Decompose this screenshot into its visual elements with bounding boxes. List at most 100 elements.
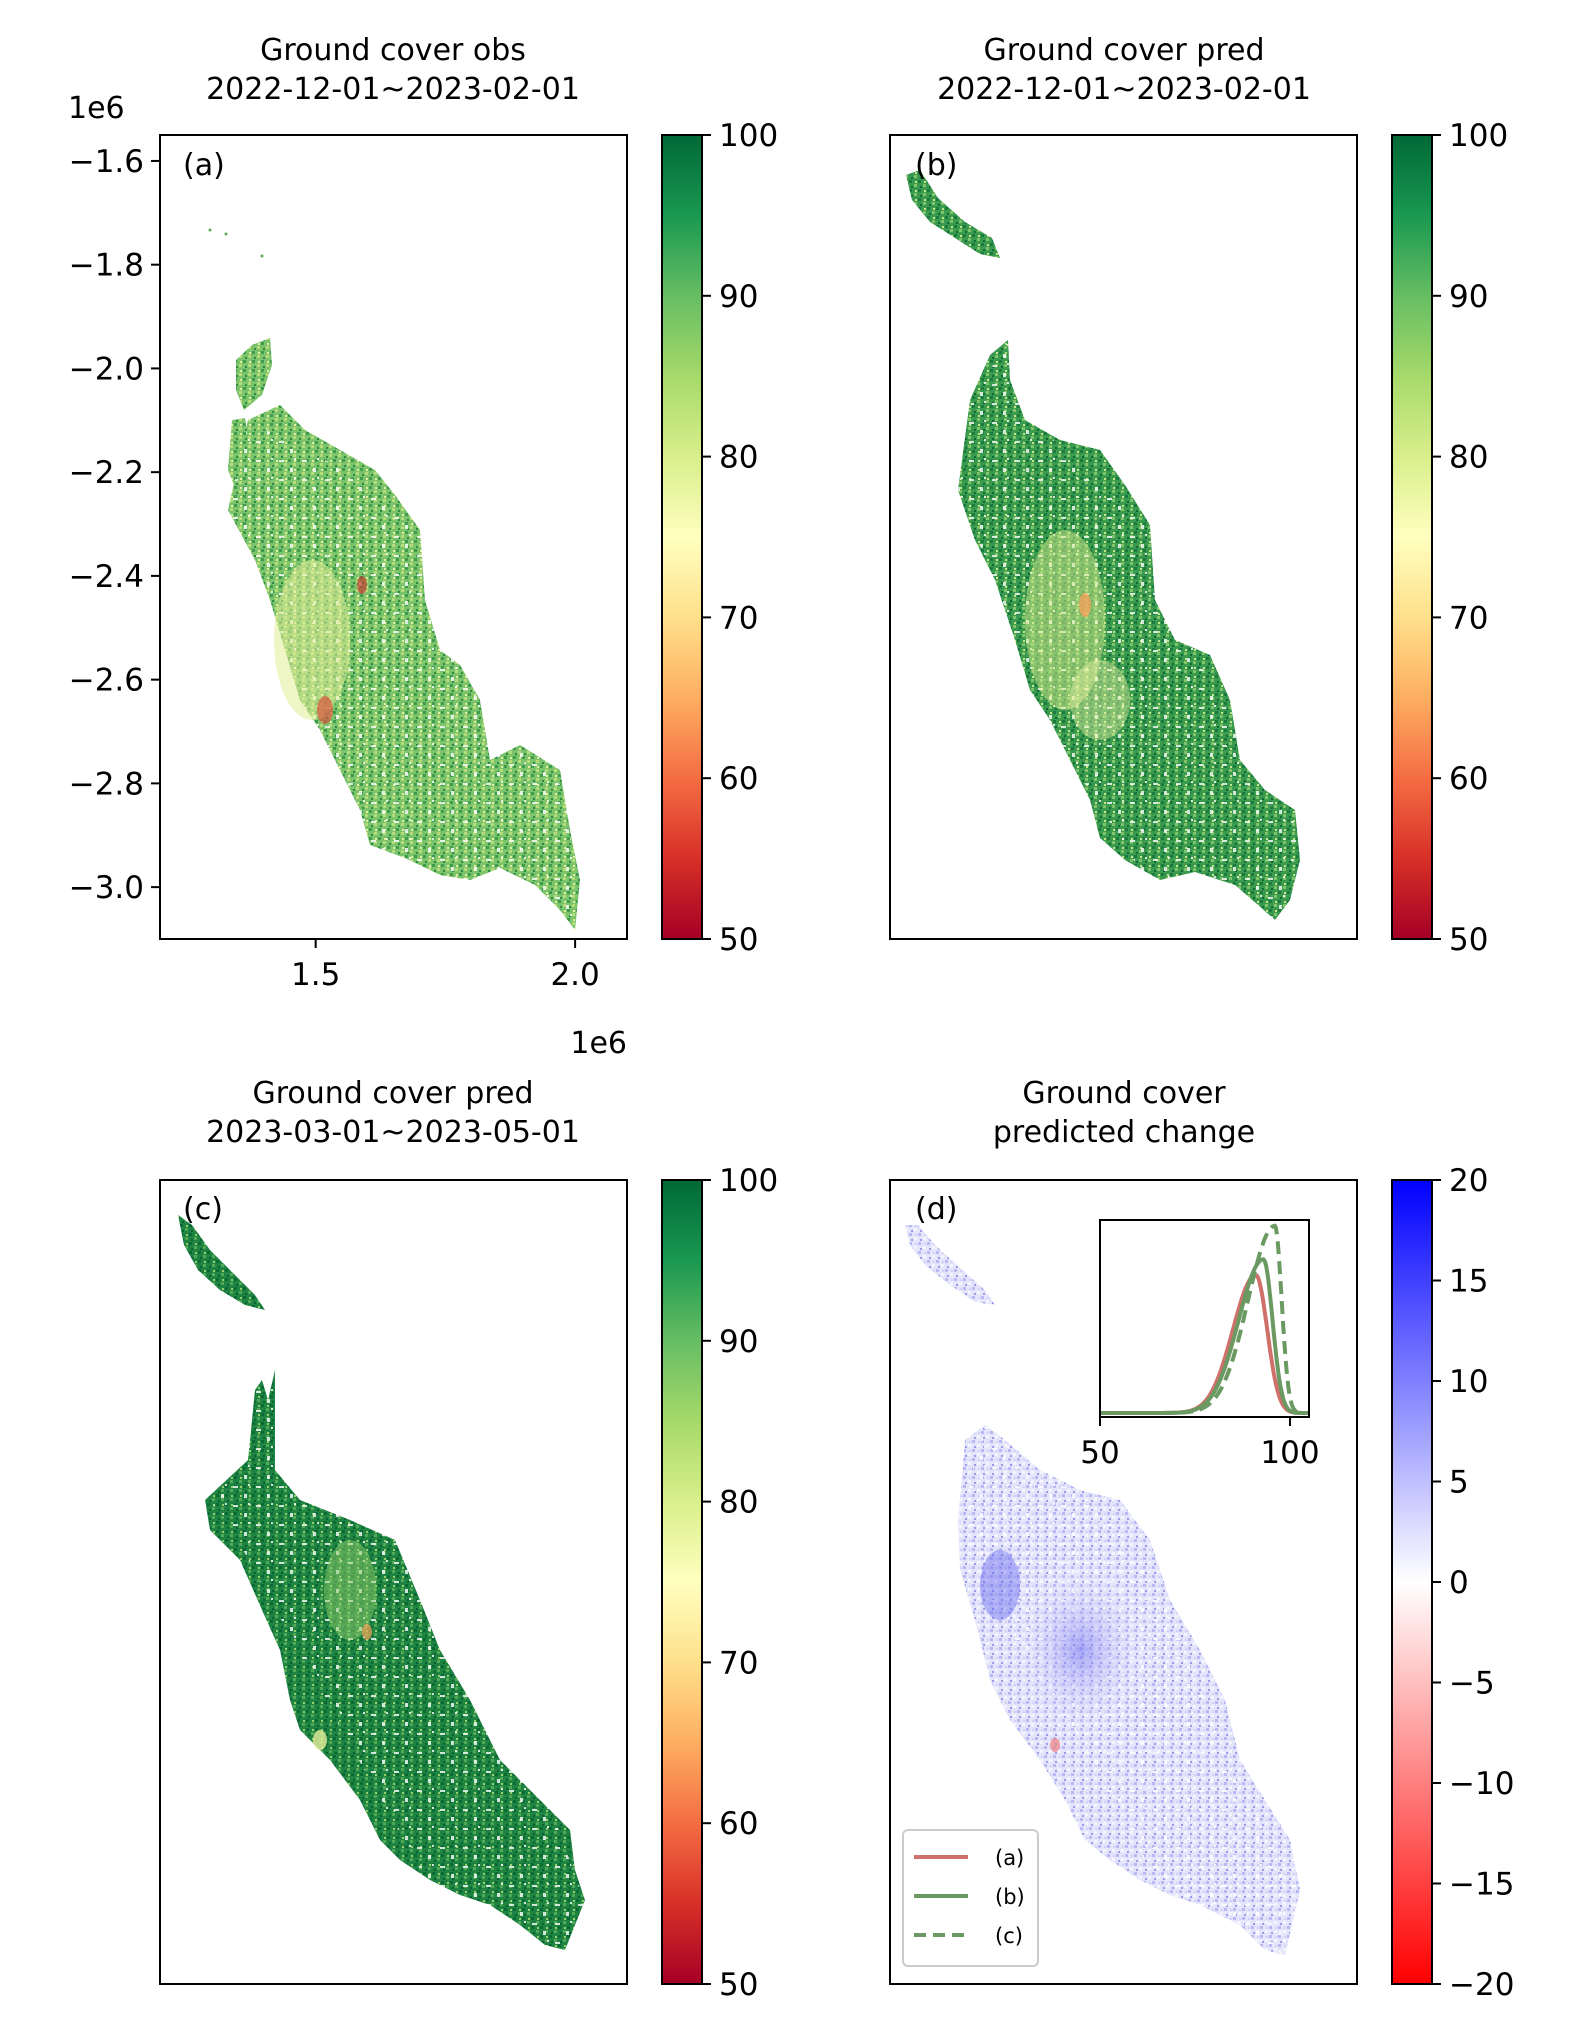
panel-b-label: (b) — [915, 148, 957, 183]
panel-a-region-nw — [228, 418, 248, 495]
panel-d-axes-frame — [889, 1179, 1358, 1985]
panel-d-region-north — [905, 1225, 995, 1305]
colorbar-tick-label: 80 — [719, 1485, 758, 1521]
panel-b-holes — [958, 340, 1300, 920]
y-tick-label: −2.6 — [69, 663, 144, 699]
panel-d-legend: (a) (b) (c) — [902, 1829, 1039, 1967]
panel-a-patch-red — [317, 696, 333, 724]
inset-x-tick-label: 100 — [1260, 1435, 1319, 1471]
panel-d-inset: 50 100 — [1080, 1219, 1320, 1471]
x-tick-label: 2.0 — [550, 957, 599, 993]
y-tick-label: −2.2 — [69, 455, 144, 491]
panel-a-speck — [224, 232, 228, 236]
y-tick-label: −2.0 — [69, 351, 144, 387]
colorbar-tick-label: 100 — [719, 1163, 778, 1199]
panel-a-x-axis: 1.5 2.0 — [291, 939, 600, 993]
panel-a-patch-red2 — [357, 576, 367, 594]
panel-d-title-line2: predicted change — [993, 1115, 1255, 1150]
colorbar-tick-label: −5 — [1449, 1666, 1495, 1702]
panel-d-label: (d) — [915, 1192, 957, 1227]
colorbar-tick-label: 90 — [719, 1324, 758, 1360]
panel-c-title-line1: Ground cover pred — [252, 1076, 533, 1111]
panel-a-y-axis: −1.6 −1.8 −2.0 −2.2 −2.4 −2.6 −2.8 −3.0 — [69, 144, 160, 906]
panel-c-label: (c) — [183, 1192, 223, 1227]
panel-d-patch-blue2 — [980, 1550, 1020, 1620]
panel-b-axes-frame — [889, 134, 1358, 940]
colorbar-tick-label: 50 — [719, 1967, 758, 2003]
panel-b-patch-yellow — [1025, 530, 1105, 710]
colorbar-tick-label: 5 — [1449, 1465, 1469, 1501]
colorbar-tick-label: −15 — [1449, 1867, 1514, 1903]
legend-label: (c) — [995, 1924, 1023, 1948]
y-tick-label: −2.4 — [69, 559, 144, 595]
panel-a-map — [208, 228, 580, 930]
legend-label: (a) — [995, 1846, 1024, 1870]
x-tick-label: 1.5 — [291, 957, 340, 993]
inset-x-tick-label: 50 — [1080, 1435, 1119, 1471]
panel-a-region-north — [236, 338, 272, 410]
panel-d: Ground cover predicted change (d) 50 100 … — [889, 1076, 1514, 2003]
y-tick-label: −3.0 — [69, 870, 144, 906]
colorbar-tick-label: 70 — [719, 1645, 758, 1681]
panel-a-colorbar-ticks: 50 60 70 80 90 100 — [702, 118, 778, 958]
panel-c: Ground cover pred 2023-03-01~2023-05-01 … — [159, 1076, 778, 2003]
panel-a-label: (a) — [183, 148, 225, 183]
colorbar-tick-label: 80 — [1449, 440, 1488, 476]
panel-a-speck — [208, 228, 212, 232]
colorbar-tick-label: 0 — [1449, 1565, 1469, 1601]
panel-d-title-line1: Ground cover — [1022, 1076, 1226, 1111]
colorbar-tick-label: 100 — [719, 118, 778, 154]
colorbar-tick-label: 90 — [719, 279, 758, 315]
colorbar-tick-label: 60 — [1449, 761, 1488, 797]
panel-b-colorbar — [1391, 134, 1433, 940]
panel-a-y-offset-label: 1e6 — [68, 91, 125, 126]
panel-d-inset-x-axis: 50 100 — [1080, 1417, 1320, 1471]
panel-b: Ground cover pred 2022-12-01~2023-02-01 … — [889, 33, 1508, 958]
colorbar-tick-label: 70 — [1449, 600, 1488, 636]
panel-d-inset-frame — [1099, 1219, 1310, 1418]
panel-a: Ground cover obs 2022-12-01~2023-02-01 1… — [68, 33, 778, 1061]
panel-b-region-north — [906, 170, 1000, 258]
panel-a-title-line2: 2022-12-01~2023-02-01 — [206, 72, 580, 107]
legend-label: (b) — [995, 1885, 1025, 1909]
panel-c-patch-light — [324, 1540, 376, 1640]
panel-a-axes-frame — [159, 134, 628, 940]
panel-d-colorbar-ticks: −20 −15 −10 −5 0 5 10 15 20 — [1432, 1163, 1514, 2003]
panel-b-colorbar-ticks: 50 60 70 80 90 100 — [1432, 118, 1508, 958]
panel-c-map — [178, 1215, 585, 1950]
colorbar-tick-label: 10 — [1449, 1364, 1488, 1400]
panel-b-patch-orange — [1079, 593, 1091, 617]
colorbar-tick-label: −10 — [1449, 1766, 1514, 1802]
colorbar-tick-label: 70 — [719, 600, 758, 636]
panel-a-speck — [260, 254, 264, 258]
colorbar-tick-label: 60 — [719, 1806, 758, 1842]
panel-b-title-line1: Ground cover pred — [983, 33, 1264, 68]
panel-a-colorbar — [661, 134, 703, 940]
colorbar-tick-label: 50 — [719, 922, 758, 958]
panel-c-holes — [205, 1370, 585, 1950]
panel-c-colorbar-ticks: 50 60 70 80 90 100 — [702, 1163, 778, 2003]
panel-a-patch-yellow — [274, 560, 350, 720]
panel-d-patch-red — [1050, 1738, 1060, 1752]
panel-b-title-line2: 2022-12-01~2023-02-01 — [937, 72, 1311, 107]
panel-b-map — [906, 170, 1300, 920]
colorbar-tick-label: 80 — [719, 440, 758, 476]
panel-b-patch-yellow2 — [1070, 660, 1130, 740]
colorbar-tick-label: 100 — [1449, 118, 1508, 154]
panel-d-legend-box — [902, 1829, 1039, 1967]
y-tick-label: −1.8 — [69, 248, 144, 284]
panel-c-axes-frame — [159, 1179, 628, 1985]
y-tick-label: −2.8 — [69, 766, 144, 802]
panel-d-legend-entries: (a) (b) (c) — [914, 1846, 1025, 1948]
panel-d-inset-curves — [1100, 1223, 1309, 1415]
colorbar-tick-label: −20 — [1449, 1967, 1514, 2003]
colorbar-tick-label: 50 — [1449, 922, 1488, 958]
panel-a-x-offset-label: 1e6 — [570, 1026, 627, 1061]
colorbar-tick-label: 60 — [719, 761, 758, 797]
panel-d-patch-blue — [1010, 1560, 1150, 1740]
panel-c-title-line2: 2023-03-01~2023-05-01 — [206, 1115, 580, 1150]
panel-c-colorbar — [661, 1179, 703, 1985]
inset-curve-c — [1100, 1223, 1309, 1415]
colorbar-tick-label: 20 — [1449, 1163, 1488, 1199]
